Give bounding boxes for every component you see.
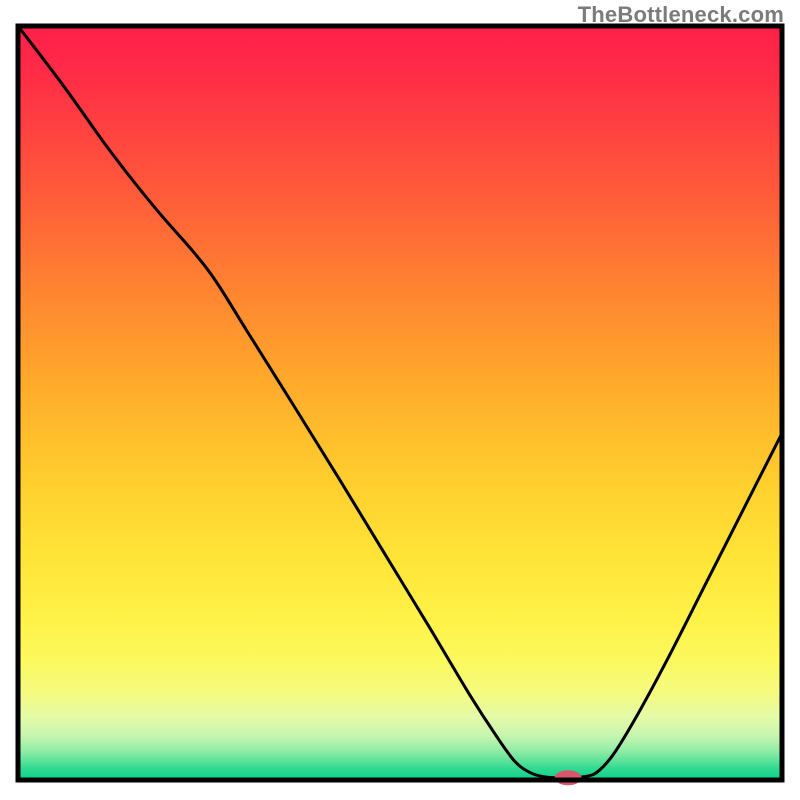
plot-background [18,26,782,780]
bottleneck-chart [0,0,800,800]
watermark-text: TheBottleneck.com [578,2,784,28]
